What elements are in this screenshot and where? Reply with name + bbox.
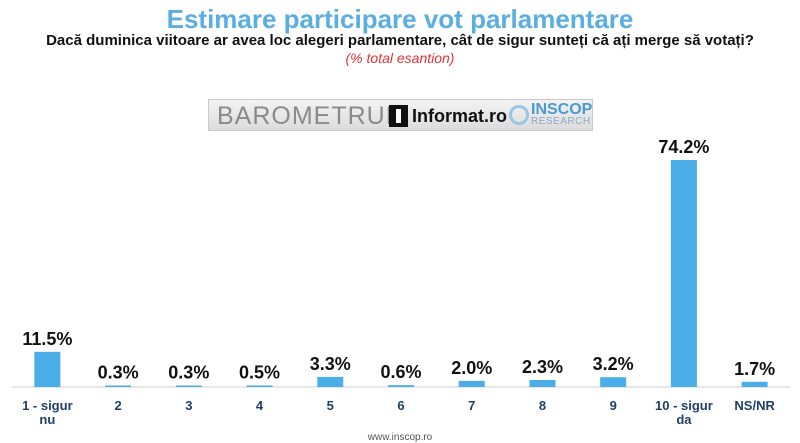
- inscop-icon: [509, 105, 529, 125]
- bar: [246, 385, 273, 387]
- data-label: 11.5%: [22, 329, 72, 349]
- bar: [741, 381, 768, 387]
- bar: [600, 377, 627, 387]
- data-label: 74.2%: [658, 137, 709, 157]
- barometrul-wordmark: BAROMETRUL: [217, 102, 401, 130]
- category-label: 8: [539, 398, 546, 413]
- category-label: 3: [185, 398, 192, 413]
- barometrul-logo: BAROMETRUL Informat.ro INSCOP RESEARCH: [208, 99, 593, 131]
- chart-title: Estimare participare vot parlamentare: [166, 4, 634, 34]
- sample-note: (% total esantion): [345, 50, 455, 66]
- bar: [529, 379, 556, 387]
- category-label: nu: [39, 412, 55, 427]
- bar: [670, 160, 697, 387]
- data-label: 0.3%: [98, 363, 139, 383]
- bar: [458, 380, 485, 387]
- bar: [34, 351, 61, 387]
- category-label: 5: [327, 398, 334, 413]
- inscop-wordmark: INSCOP: [531, 101, 593, 118]
- category-label: 7: [468, 398, 475, 413]
- bar: [175, 385, 202, 387]
- category-label: NS/NR: [734, 398, 775, 413]
- category-label: 9: [610, 398, 617, 413]
- category-label: 4: [256, 398, 264, 413]
- category-label: da: [676, 412, 692, 427]
- category-label: 2: [114, 398, 121, 413]
- bar: [388, 385, 414, 387]
- category-label: 1 - sigur: [22, 398, 73, 413]
- data-label: 0.5%: [239, 362, 280, 382]
- data-label: 3.3%: [310, 354, 351, 374]
- chart-subtitle: Dacă duminica viitoare ar avea loc alege…: [46, 32, 754, 49]
- category-label: 6: [397, 398, 404, 413]
- data-label: 3.2%: [593, 354, 634, 374]
- category-label: 10 - sigur: [655, 398, 713, 413]
- inscop-research-wordmark: RESEARCH: [531, 116, 591, 127]
- informat-icon: [389, 105, 408, 127]
- data-label: 2.0%: [451, 358, 492, 378]
- data-label: 0.6%: [380, 362, 421, 382]
- data-label: 0.3%: [168, 363, 209, 383]
- footer-url[interactable]: www.inscop.ro: [367, 432, 433, 443]
- data-label: 2.3%: [522, 357, 563, 377]
- bar: [105, 385, 132, 387]
- data-label: 1.7%: [734, 359, 775, 379]
- bar: [317, 376, 344, 387]
- informat-wordmark: Informat.ro: [412, 106, 508, 126]
